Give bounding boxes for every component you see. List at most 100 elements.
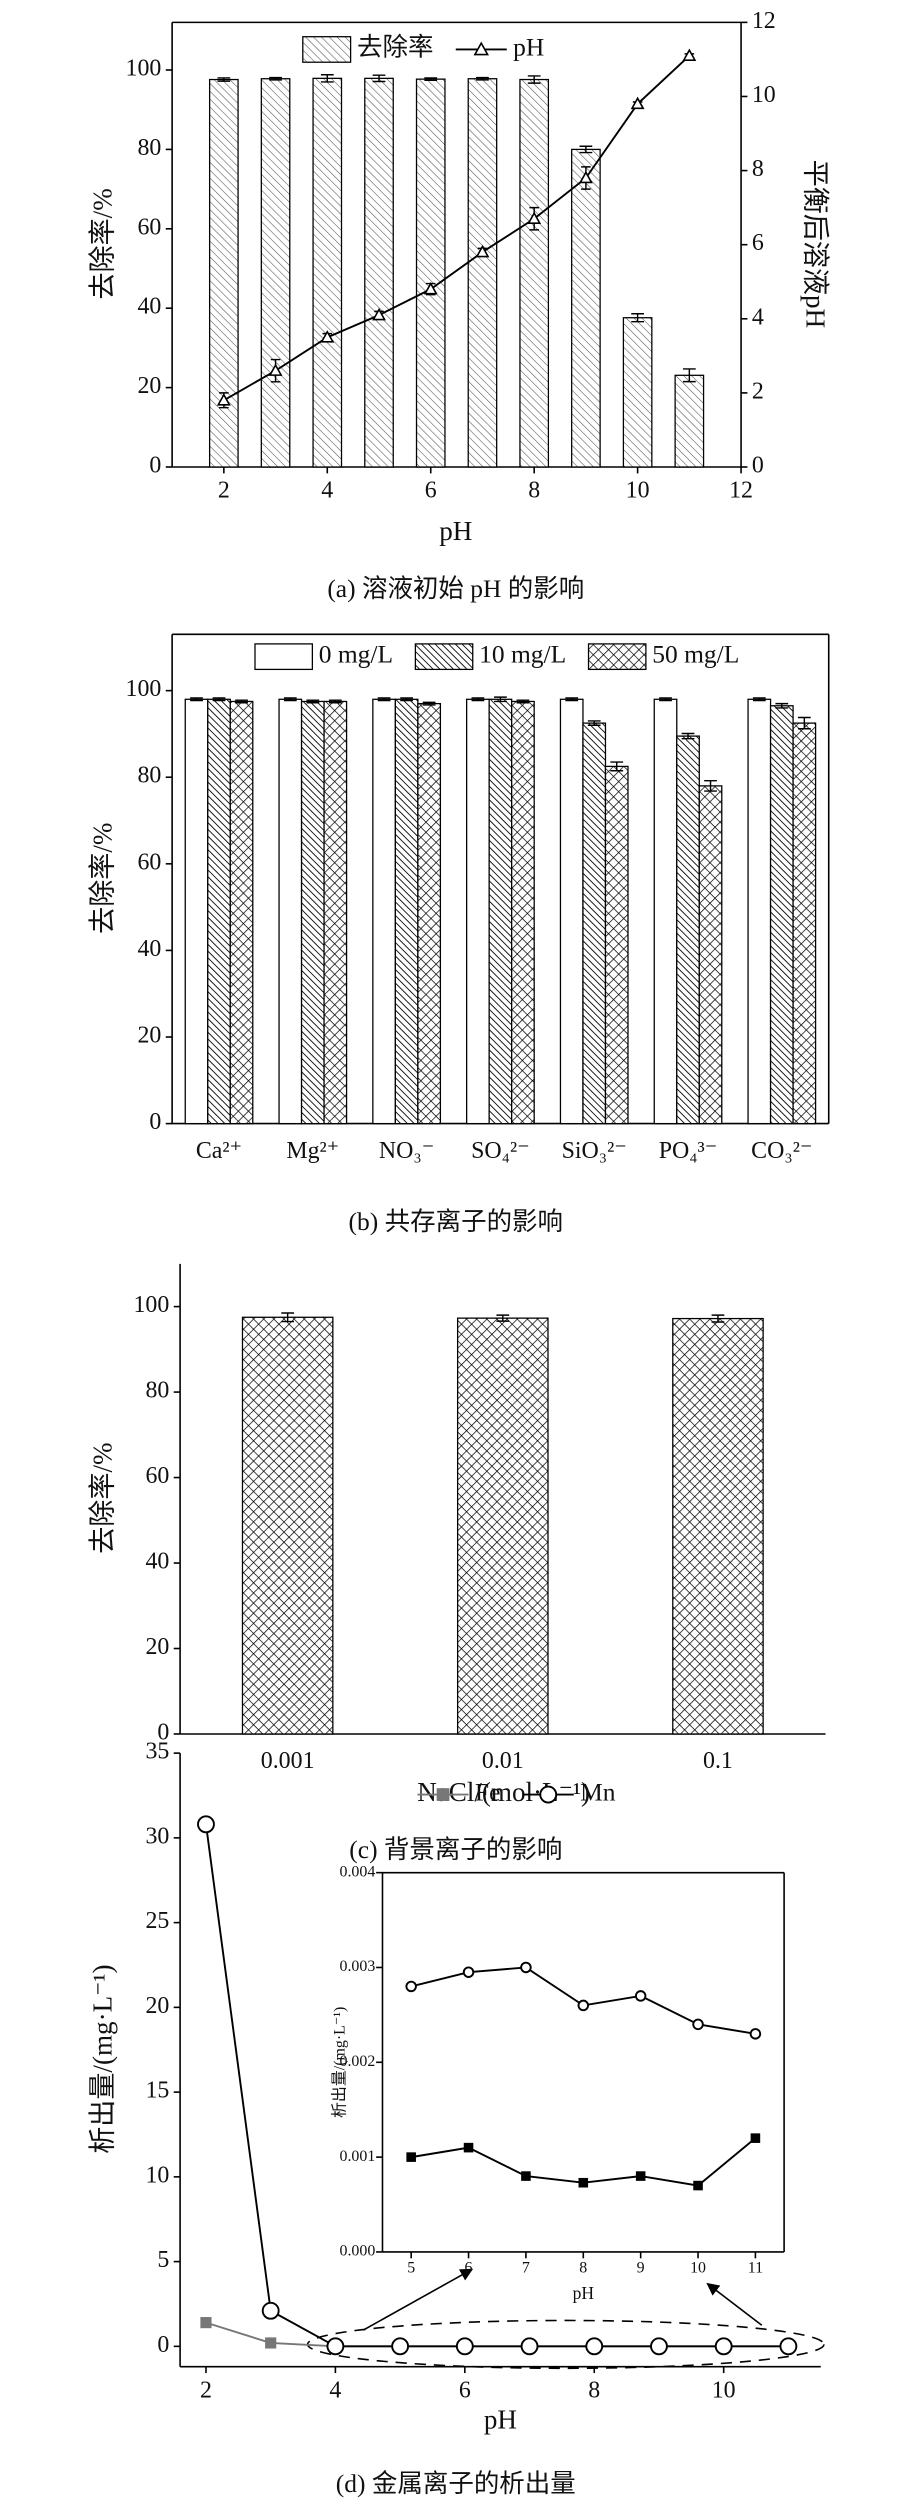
point — [405, 1980, 417, 1993]
x-tick-label: CO₃²⁻ — [751, 1138, 812, 1164]
arrow — [706, 2282, 763, 2326]
legend-swatch — [254, 643, 314, 671]
bar — [582, 722, 607, 1125]
error-bar — [422, 701, 436, 706]
error-bar — [704, 779, 717, 792]
x-tick-label: Mg²⁺ — [286, 1138, 339, 1164]
point — [520, 1961, 532, 1974]
point — [463, 2142, 474, 2153]
line — [205, 2321, 789, 2348]
y-tick-label: 100 — [133, 1292, 169, 1318]
x-tick-label: Ca²⁺ — [196, 1138, 242, 1164]
y-tick-label: 20 — [137, 373, 161, 399]
bar — [278, 698, 303, 1125]
y-tick-label: 60 — [137, 849, 161, 875]
y-tick-label: 0.003 — [339, 1958, 375, 1975]
point — [693, 2180, 703, 2191]
bar — [394, 698, 419, 1125]
error-bar — [212, 697, 226, 702]
bar — [519, 78, 550, 468]
y-tick-label: 0.001 — [339, 2148, 375, 2165]
x-tick-label: 6 — [465, 2259, 473, 2276]
x-tick-label: 0.1 — [703, 1748, 733, 1774]
error-bar — [579, 145, 593, 154]
error-bar — [682, 368, 696, 383]
error-bar — [476, 76, 489, 81]
y-tick-label: 100 — [126, 55, 162, 81]
error-bar — [217, 77, 231, 82]
legend-swatch — [414, 643, 474, 671]
point — [200, 2317, 212, 2329]
x-tick-label: SO₄²⁻ — [471, 1138, 530, 1164]
error-bar — [377, 697, 391, 702]
error-bar — [752, 697, 766, 702]
point — [261, 2301, 280, 2320]
error-bar — [711, 1314, 725, 1323]
point — [635, 2171, 646, 2181]
x-tick-label: 9 — [637, 2259, 645, 2276]
error-bar — [610, 761, 624, 772]
x-tick-label: 12 — [729, 478, 753, 504]
point — [521, 2171, 531, 2181]
point — [455, 2337, 474, 2356]
error-bar — [328, 699, 342, 704]
bar — [511, 700, 535, 1125]
legend-swatch — [302, 36, 352, 63]
point — [578, 170, 593, 184]
bar — [415, 78, 446, 468]
error-bar — [281, 1312, 295, 1323]
legend-label: pH — [513, 32, 544, 61]
point — [650, 2337, 668, 2356]
bar — [312, 77, 343, 468]
bar — [323, 700, 348, 1125]
bar — [792, 722, 817, 1125]
x-tick-label: 4 — [321, 478, 333, 504]
error-bar — [631, 313, 644, 323]
point — [527, 211, 542, 225]
error-bar — [681, 732, 695, 740]
error-bar — [372, 74, 386, 83]
bar — [417, 702, 442, 1125]
legend-marker — [473, 41, 489, 56]
y-tick-label: 40 — [145, 1549, 169, 1575]
x-axis-label: pH — [439, 516, 472, 546]
x-tick-label: 8 — [528, 478, 540, 504]
bar — [467, 78, 498, 468]
point — [750, 2133, 761, 2143]
point — [406, 2152, 416, 2162]
y-tick-label: 30 — [145, 1823, 169, 1849]
point — [197, 1815, 215, 1834]
bar — [676, 735, 700, 1125]
y-tick-label: 10 — [752, 82, 776, 108]
line — [205, 1824, 789, 2348]
error-bar — [494, 696, 507, 703]
error-bar — [659, 697, 672, 702]
error-bar — [496, 1314, 510, 1322]
point — [372, 307, 386, 321]
x-tick-label: PO₄³⁻ — [659, 1138, 718, 1164]
error-bar — [306, 699, 320, 704]
error-bar — [235, 699, 248, 704]
y-axis-label: 去除率/% — [87, 1442, 117, 1553]
bar — [559, 698, 584, 1125]
y-axis-label: 去除率/% — [87, 188, 117, 299]
error-bar — [400, 697, 413, 702]
arrow — [362, 2268, 474, 2331]
y-tick-label: 0.004 — [339, 1863, 375, 1880]
bar — [372, 698, 397, 1125]
y-tick-label: 40 — [137, 936, 161, 962]
inset-background — [382, 1872, 785, 2252]
error-bar — [797, 716, 811, 730]
caption: (a) 溶液初始 pH 的影响 — [327, 574, 584, 603]
caption: (b) 共存离子的影响 — [349, 1207, 563, 1236]
x-tick-label: 6 — [459, 2377, 471, 2403]
error-bar — [527, 75, 541, 84]
point — [462, 1966, 475, 1978]
y-axis-label: 析出量/(mg·L⁻¹) — [87, 1964, 117, 2153]
y-tick-label: 100 — [126, 676, 162, 702]
point — [475, 244, 490, 258]
y-tick-label: 40 — [137, 294, 161, 320]
inset-x-axis-label: pH — [573, 2283, 595, 2303]
bar — [466, 698, 490, 1125]
point — [714, 2337, 733, 2356]
